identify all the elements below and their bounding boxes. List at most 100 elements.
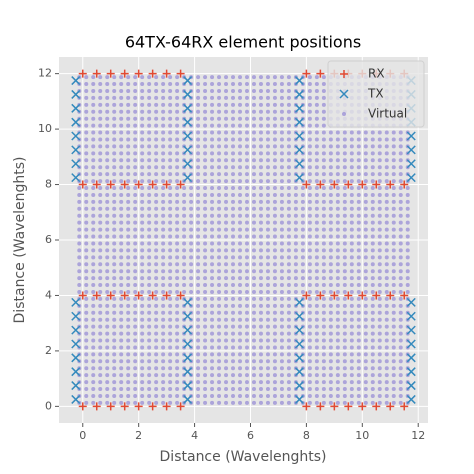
virtual-marker (98, 283, 103, 288)
virtual-marker (238, 331, 243, 336)
virtual-marker (258, 338, 263, 343)
virtual-marker (363, 283, 368, 288)
virtual-marker (91, 296, 96, 301)
virtual-marker (272, 179, 277, 184)
virtual-marker (314, 283, 319, 288)
virtual-marker (140, 255, 145, 260)
virtual-marker (349, 172, 354, 177)
virtual-marker (356, 130, 361, 135)
virtual-marker (251, 241, 256, 246)
virtual-marker (147, 303, 152, 308)
virtual-marker (231, 227, 236, 232)
virtual-marker (112, 151, 117, 156)
virtual-marker (112, 227, 117, 232)
virtual-marker (391, 269, 396, 274)
virtual-marker (314, 220, 319, 225)
virtual-marker (231, 75, 236, 80)
virtual-marker (286, 331, 291, 336)
virtual-marker (328, 151, 333, 156)
virtual-marker (175, 206, 180, 211)
virtual-marker (140, 75, 145, 80)
virtual-marker (224, 109, 229, 114)
virtual-marker (328, 296, 333, 301)
virtual-marker (91, 234, 96, 239)
virtual-marker (175, 283, 180, 288)
virtual-marker (384, 387, 389, 392)
virtual-marker (384, 151, 389, 156)
virtual-marker (370, 172, 375, 177)
virtual-marker (210, 248, 215, 253)
virtual-marker (251, 289, 256, 294)
virtual-marker (258, 387, 263, 392)
virtual-marker (272, 276, 277, 281)
virtual-marker (286, 151, 291, 156)
virtual-marker (119, 109, 124, 114)
virtual-marker (286, 262, 291, 267)
virtual-marker (154, 310, 159, 315)
virtual-marker (342, 241, 347, 246)
virtual-marker (342, 373, 347, 378)
virtual-marker (265, 366, 270, 371)
virtual-marker (377, 387, 382, 392)
virtual-marker (196, 234, 201, 239)
virtual-marker (196, 95, 201, 100)
virtual-marker (91, 102, 96, 107)
virtual-marker (231, 366, 236, 371)
virtual-marker (258, 192, 263, 197)
virtual-marker (175, 359, 180, 364)
chart-title: 64TX-64RX element positions (125, 33, 361, 52)
virtual-marker (231, 130, 236, 135)
virtual-marker (272, 144, 277, 149)
virtual-marker (265, 283, 270, 288)
virtual-marker (98, 331, 103, 336)
virtual-marker (126, 206, 131, 211)
virtual-marker (133, 310, 138, 315)
virtual-marker (279, 227, 284, 232)
virtual-marker (175, 88, 180, 93)
virtual-marker (105, 144, 110, 149)
virtual-marker (342, 151, 347, 156)
virtual-marker (189, 199, 194, 204)
virtual-marker (126, 255, 131, 260)
y-tick-label: 8 (45, 178, 52, 191)
virtual-marker (251, 165, 256, 170)
virtual-marker (133, 165, 138, 170)
virtual-marker (265, 387, 270, 392)
virtual-marker (168, 199, 173, 204)
virtual-marker (84, 289, 89, 294)
virtual-marker (293, 227, 298, 232)
virtual-marker (98, 352, 103, 357)
virtual-marker (328, 352, 333, 357)
virtual-marker (126, 130, 131, 135)
virtual-marker (91, 95, 96, 100)
virtual-marker (119, 199, 124, 204)
virtual-marker (126, 310, 131, 315)
virtual-marker (189, 255, 194, 260)
virtual-marker (370, 359, 375, 364)
virtual-marker (244, 373, 249, 378)
virtual-marker (91, 82, 96, 87)
rx-marker (344, 291, 353, 300)
virtual-marker (384, 248, 389, 253)
virtual-marker (133, 234, 138, 239)
virtual-marker (377, 317, 382, 322)
virtual-marker (140, 165, 145, 170)
virtual-marker (377, 303, 382, 308)
virtual-marker (175, 179, 180, 184)
virtual-marker (168, 324, 173, 329)
virtual-marker (126, 144, 131, 149)
virtual-marker (314, 289, 319, 294)
virtual-marker (203, 165, 208, 170)
tx-marker (71, 311, 81, 321)
virtual-marker (265, 95, 270, 100)
virtual-marker (84, 387, 89, 392)
virtual-marker (244, 269, 249, 274)
virtual-marker (314, 262, 319, 267)
virtual-marker (398, 359, 403, 364)
virtual-marker (356, 213, 361, 218)
virtual-marker (231, 186, 236, 191)
virtual-marker (314, 255, 319, 260)
virtual-marker (398, 289, 403, 294)
virtual-marker (279, 144, 284, 149)
virtual-marker (84, 241, 89, 246)
